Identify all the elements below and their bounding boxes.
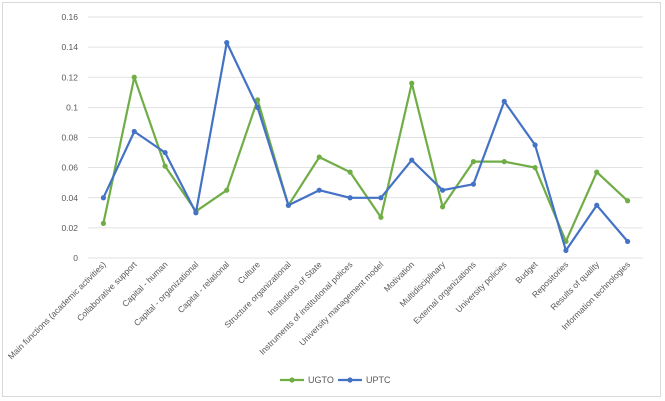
data-point	[470, 181, 477, 187]
data-point	[193, 210, 199, 216]
data-point	[131, 128, 137, 135]
y-axis-ticks: 0 0.02 0.04 0.06 0.08 0.1 0.12 0.14 0.16	[61, 12, 78, 263]
data-point	[131, 74, 137, 80]
series-lines	[100, 40, 631, 254]
series-ugto	[100, 74, 631, 245]
data-point	[532, 165, 538, 171]
data-point	[347, 195, 353, 201]
data-point	[162, 149, 168, 156]
x-tick-label: Institutions of State	[265, 259, 323, 317]
data-point	[624, 238, 631, 245]
data-point	[224, 187, 230, 193]
data-point	[624, 198, 631, 204]
legend-marker	[289, 377, 295, 383]
y-tick-label: 0.14	[61, 42, 78, 52]
data-point	[316, 187, 322, 193]
data-point	[563, 247, 569, 254]
legend-label: UGTO	[308, 375, 334, 385]
data-point	[378, 214, 384, 220]
data-point	[594, 169, 600, 175]
legend: UGTO UPTC	[280, 375, 391, 385]
data-point	[254, 97, 261, 103]
legend-item: UGTO	[280, 375, 334, 385]
y-tick-label: 0.08	[61, 133, 78, 143]
data-point	[409, 157, 415, 163]
data-point	[409, 80, 415, 86]
legend-label: UPTC	[366, 375, 391, 385]
data-point	[224, 40, 230, 46]
data-point	[439, 187, 446, 193]
y-tick-label: 0.02	[61, 223, 78, 233]
series-line	[102, 76, 629, 243]
data-point	[316, 154, 322, 160]
series-uptc	[100, 40, 631, 254]
x-tick-label: Culture	[236, 259, 263, 286]
series-line	[102, 41, 629, 252]
legend-marker	[347, 377, 353, 383]
data-point	[439, 204, 446, 210]
data-point	[347, 169, 353, 175]
data-point	[285, 202, 292, 208]
data-point	[501, 98, 507, 104]
x-tick-label: Budget	[513, 259, 540, 286]
y-tick-label: 0	[73, 253, 78, 263]
data-point	[162, 163, 168, 169]
legend-item: UPTC	[338, 375, 391, 385]
data-point	[100, 195, 107, 201]
data-point	[501, 159, 507, 165]
data-point	[378, 195, 384, 201]
x-axis-ticks: Main functions (academic activities)Coll…	[6, 259, 632, 361]
y-tick-label: 0.16	[61, 12, 78, 22]
y-tick-label: 0.06	[61, 163, 78, 173]
data-point	[532, 142, 538, 148]
data-point	[254, 104, 261, 110]
y-tick-label: 0.12	[61, 72, 78, 82]
y-tick-label: 0.1	[66, 102, 78, 112]
y-tick-label: 0.04	[61, 193, 78, 203]
data-point	[100, 220, 107, 226]
data-point	[594, 202, 600, 208]
gridlines	[88, 16, 643, 259]
data-point	[470, 159, 477, 165]
